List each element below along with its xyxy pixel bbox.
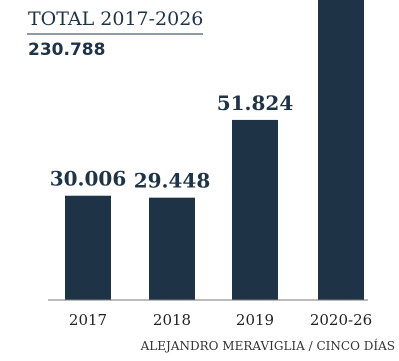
total-label: TOTAL 2017-2026 — [28, 8, 203, 30]
data-label-2018: 29.448 — [134, 169, 211, 193]
total-value: 230.788 — [28, 40, 105, 60]
bars-group — [65, 0, 364, 301]
bar-2020-26 — [318, 0, 364, 300]
data-label-2017: 30.006 — [50, 167, 127, 191]
credit-text: ALEJANDRO MERAVIGLIA / CINCO DÍAS — [140, 338, 395, 353]
bar-2018 — [149, 197, 195, 300]
value-labels-group: 30.006 29.448 51.824 — [50, 91, 294, 193]
x-tick-labels-group: 2017 2018 2019 2020-26 — [69, 311, 372, 329]
tick-label-2018: 2018 — [153, 311, 191, 329]
tick-label-2019: 2019 — [236, 311, 274, 329]
tick-label-2020-26: 2020-26 — [310, 311, 372, 329]
tick-label-2017: 2017 — [69, 311, 107, 329]
bar-2017 — [65, 195, 111, 300]
data-label-2019: 51.824 — [217, 91, 294, 115]
bar-2019 — [232, 119, 278, 301]
